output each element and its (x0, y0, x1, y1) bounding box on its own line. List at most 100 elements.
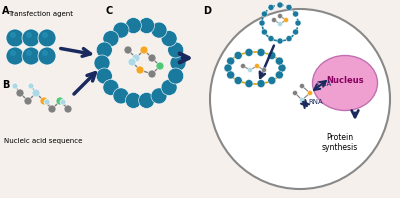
Circle shape (262, 11, 268, 17)
Circle shape (38, 29, 56, 47)
Circle shape (275, 71, 283, 79)
Circle shape (268, 51, 276, 59)
Circle shape (42, 32, 48, 38)
Circle shape (292, 11, 298, 17)
Text: Nucleus: Nucleus (326, 75, 364, 85)
Circle shape (268, 36, 274, 42)
Circle shape (32, 89, 40, 97)
Circle shape (277, 2, 283, 8)
Circle shape (257, 80, 265, 88)
Circle shape (286, 36, 292, 42)
Circle shape (148, 70, 156, 78)
Circle shape (22, 29, 40, 47)
Circle shape (138, 92, 154, 109)
Circle shape (262, 68, 266, 72)
Circle shape (60, 99, 66, 105)
Circle shape (161, 30, 177, 47)
Circle shape (286, 4, 292, 10)
Circle shape (38, 47, 56, 65)
Ellipse shape (312, 55, 378, 110)
Circle shape (138, 18, 154, 34)
Circle shape (168, 68, 184, 84)
Circle shape (284, 17, 288, 23)
Circle shape (56, 97, 64, 105)
Circle shape (234, 76, 242, 85)
Circle shape (240, 64, 246, 69)
Circle shape (10, 32, 16, 38)
Circle shape (308, 90, 312, 95)
Circle shape (245, 80, 253, 88)
Circle shape (24, 97, 32, 105)
Circle shape (6, 47, 24, 65)
Circle shape (268, 4, 274, 10)
Circle shape (168, 42, 184, 58)
Circle shape (272, 17, 276, 23)
Circle shape (40, 97, 48, 105)
Circle shape (277, 38, 283, 44)
Text: C: C (105, 6, 112, 16)
Circle shape (161, 79, 177, 95)
Circle shape (151, 22, 167, 38)
Circle shape (16, 89, 24, 97)
Circle shape (42, 50, 48, 56)
Circle shape (227, 71, 235, 79)
Circle shape (245, 48, 253, 56)
Circle shape (136, 66, 144, 74)
Circle shape (26, 32, 32, 38)
Circle shape (140, 46, 148, 54)
Circle shape (300, 84, 304, 89)
Circle shape (254, 64, 260, 69)
Text: DNA: DNA (316, 81, 331, 87)
Circle shape (259, 20, 265, 26)
Circle shape (28, 83, 34, 89)
Text: D: D (203, 6, 211, 16)
Text: Protein
synthesis: Protein synthesis (322, 133, 358, 152)
Circle shape (126, 18, 142, 34)
Text: RNA: RNA (308, 99, 323, 105)
Circle shape (12, 83, 18, 89)
Ellipse shape (228, 52, 282, 84)
Circle shape (124, 46, 132, 54)
Circle shape (248, 68, 252, 72)
Circle shape (22, 47, 40, 65)
Circle shape (64, 105, 72, 113)
Circle shape (210, 9, 390, 189)
Circle shape (6, 29, 24, 47)
Circle shape (126, 92, 142, 109)
Circle shape (148, 54, 156, 62)
Circle shape (156, 62, 164, 70)
Circle shape (103, 30, 119, 47)
Text: A: A (2, 6, 10, 16)
Circle shape (132, 54, 140, 62)
Circle shape (268, 76, 276, 85)
Circle shape (262, 29, 268, 35)
Text: Nucleic acid sequence: Nucleic acid sequence (4, 138, 82, 144)
Circle shape (128, 58, 136, 66)
Text: Transfection agent: Transfection agent (8, 11, 73, 17)
Circle shape (94, 55, 110, 71)
Circle shape (300, 97, 304, 103)
Circle shape (113, 22, 129, 38)
Circle shape (292, 29, 298, 35)
Circle shape (278, 22, 282, 27)
Circle shape (224, 64, 232, 72)
Text: B: B (2, 80, 9, 90)
Circle shape (292, 90, 298, 95)
Circle shape (151, 88, 167, 104)
Circle shape (96, 68, 112, 84)
Circle shape (48, 105, 56, 113)
Circle shape (234, 51, 242, 59)
Circle shape (257, 48, 265, 56)
Circle shape (278, 64, 286, 72)
Circle shape (44, 99, 50, 105)
Circle shape (227, 57, 235, 65)
Circle shape (278, 13, 282, 18)
Circle shape (275, 57, 283, 65)
Circle shape (295, 20, 301, 26)
Circle shape (103, 79, 119, 95)
Circle shape (26, 50, 32, 56)
Circle shape (10, 50, 16, 56)
Circle shape (170, 55, 186, 71)
Circle shape (113, 88, 129, 104)
Circle shape (96, 42, 112, 58)
